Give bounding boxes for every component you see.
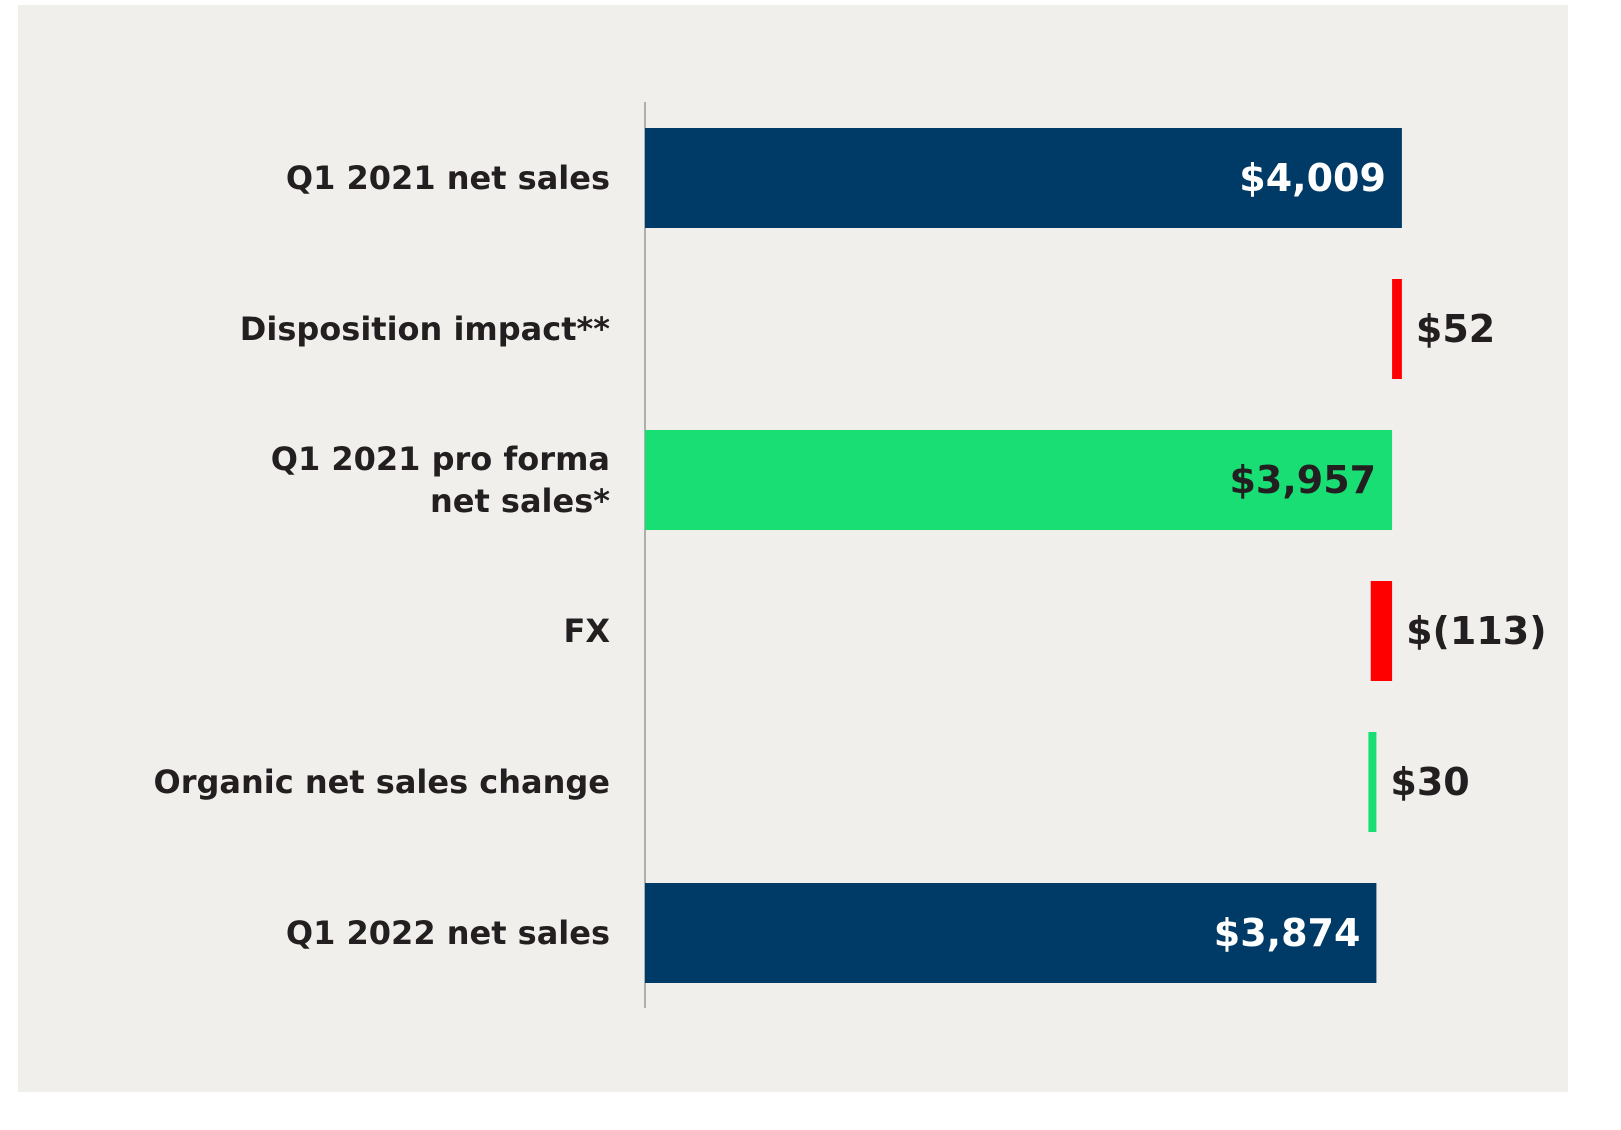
value-label: $(113) [1406,609,1547,653]
bar [645,128,1402,228]
value-label: $4,009 [1239,156,1386,200]
category-label: Q1 2022 net sales [285,914,610,952]
bar [1370,581,1393,681]
bar [645,883,1377,983]
bar [1368,732,1377,832]
category-label: Q1 2021 pro forma net sales* [270,440,610,520]
value-label: $52 [1416,307,1495,351]
category-label: FX [563,612,610,650]
value-label: $3,957 [1229,458,1376,502]
category-label: Organic net sales change [153,763,611,801]
bar [1392,279,1402,379]
value-label: $30 [1390,760,1469,804]
bar [645,430,1393,530]
value-label: $3,874 [1214,911,1361,955]
category-label: Disposition impact** [239,310,610,348]
category-label: Q1 2021 net sales [285,159,610,197]
